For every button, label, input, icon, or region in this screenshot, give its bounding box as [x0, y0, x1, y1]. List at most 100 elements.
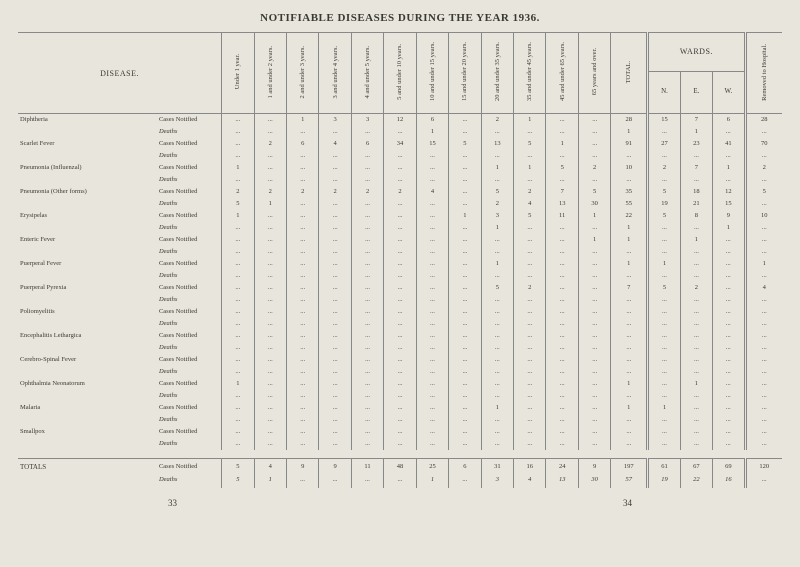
cell: ...: [449, 475, 481, 488]
cell: ...: [351, 198, 383, 210]
cell: ...: [222, 126, 254, 138]
cell: ...: [680, 390, 712, 402]
row-type: Deaths: [159, 150, 222, 162]
cell: ...: [384, 366, 416, 378]
cell: ...: [351, 330, 383, 342]
cell: 12: [713, 186, 745, 198]
cell: ...: [319, 414, 351, 426]
cell: ...: [713, 306, 745, 318]
cell: ...: [713, 150, 745, 162]
row-type: Deaths: [159, 198, 222, 210]
cell: ...: [319, 126, 351, 138]
cell: 5: [481, 186, 513, 198]
cell: ...: [680, 258, 712, 270]
cell: ...: [578, 222, 610, 234]
cell: 6: [416, 114, 448, 127]
cell: 1: [680, 234, 712, 246]
cell: ...: [680, 342, 712, 354]
cell: ...: [319, 306, 351, 318]
cell: ...: [286, 354, 318, 366]
disease-name: [18, 222, 159, 234]
cell: 1: [648, 258, 680, 270]
cell: ...: [351, 378, 383, 390]
cell: ...: [286, 414, 318, 426]
cell: ...: [286, 342, 318, 354]
cell: ...: [481, 342, 513, 354]
cell: ...: [546, 282, 578, 294]
cell: 10: [611, 162, 648, 174]
cell: ...: [384, 306, 416, 318]
cell: 61: [648, 459, 680, 476]
table-row: Deaths..................1...............…: [18, 126, 782, 138]
cell: ...: [514, 318, 546, 330]
cell: ...: [319, 475, 351, 488]
cell: ...: [745, 378, 782, 390]
cell: ...: [680, 426, 712, 438]
disease-name: [18, 366, 159, 378]
cell: 7: [611, 282, 648, 294]
cell: ...: [449, 282, 481, 294]
cell: ...: [745, 306, 782, 318]
cell: ...: [611, 426, 648, 438]
cell: ...: [222, 246, 254, 258]
cell: ...: [578, 414, 610, 426]
cell: ...: [745, 318, 782, 330]
cell: 5: [648, 186, 680, 198]
cell: ...: [745, 246, 782, 258]
cell: ...: [222, 414, 254, 426]
cell: ...: [514, 306, 546, 318]
cell: ...: [254, 282, 286, 294]
cell: ...: [578, 294, 610, 306]
cell: ...: [481, 378, 513, 390]
cell: ...: [416, 234, 448, 246]
row-type: Cases Notified: [159, 210, 222, 222]
cell: ...: [286, 366, 318, 378]
disease-name: Smallpox: [18, 426, 159, 438]
cell: ...: [286, 390, 318, 402]
cell: 2: [319, 186, 351, 198]
cell: ...: [546, 354, 578, 366]
cell: 1: [713, 162, 745, 174]
cell: ...: [745, 294, 782, 306]
cell: ...: [254, 330, 286, 342]
page-number-right: 34: [623, 498, 632, 508]
cell: ...: [745, 174, 782, 186]
cell: ...: [286, 222, 318, 234]
cell: ...: [384, 390, 416, 402]
table-row: Deaths..................................…: [18, 150, 782, 162]
cell: ...: [514, 222, 546, 234]
cell: ...: [286, 198, 318, 210]
disease-name: [18, 126, 159, 138]
cell: ...: [222, 330, 254, 342]
cell: ...: [481, 354, 513, 366]
cell: ...: [514, 366, 546, 378]
cell: 5: [222, 459, 254, 476]
cell: ...: [384, 162, 416, 174]
cell: 13: [546, 475, 578, 488]
table-row: Deaths..................................…: [18, 390, 782, 402]
cell: ...: [222, 294, 254, 306]
cell: ...: [578, 402, 610, 414]
cell: ...: [745, 438, 782, 450]
row-type: Cases Notified: [159, 426, 222, 438]
cell: ...: [286, 378, 318, 390]
cell: 34: [384, 138, 416, 150]
cell: ...: [254, 366, 286, 378]
row-type: Deaths: [159, 366, 222, 378]
row-type: Cases Notified: [159, 234, 222, 246]
cell: ...: [449, 150, 481, 162]
cell: ...: [286, 438, 318, 450]
cell: ...: [416, 150, 448, 162]
cell: ...: [680, 402, 712, 414]
table-row: Deaths..................................…: [18, 366, 782, 378]
cell: ...: [449, 222, 481, 234]
cell: 2: [514, 282, 546, 294]
row-type: Deaths: [159, 318, 222, 330]
table-row: MalariaCases Notified...................…: [18, 402, 782, 414]
col-age-7: 15 and under 20 years.: [449, 33, 481, 114]
cell: ...: [578, 330, 610, 342]
cell: ...: [416, 198, 448, 210]
cell: 1: [514, 114, 546, 127]
cell: ...: [449, 186, 481, 198]
cell: ...: [481, 330, 513, 342]
